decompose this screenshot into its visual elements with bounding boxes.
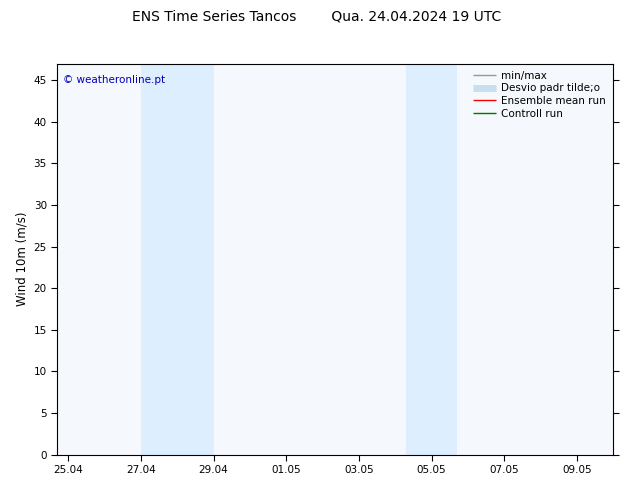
- Bar: [141, 64, 214, 455]
- Bar: [406, 64, 457, 455]
- Text: ENS Time Series Tancos        Qua. 24.04.2024 19 UTC: ENS Time Series Tancos Qua. 24.04.2024 1…: [133, 10, 501, 24]
- Legend: min/max, Desvio padr tilde;o, Ensemble mean run, Controll run: min/max, Desvio padr tilde;o, Ensemble m…: [471, 69, 608, 121]
- Text: © weatheronline.pt: © weatheronline.pt: [63, 75, 165, 85]
- Y-axis label: Wind 10m (m/s): Wind 10m (m/s): [15, 212, 28, 306]
